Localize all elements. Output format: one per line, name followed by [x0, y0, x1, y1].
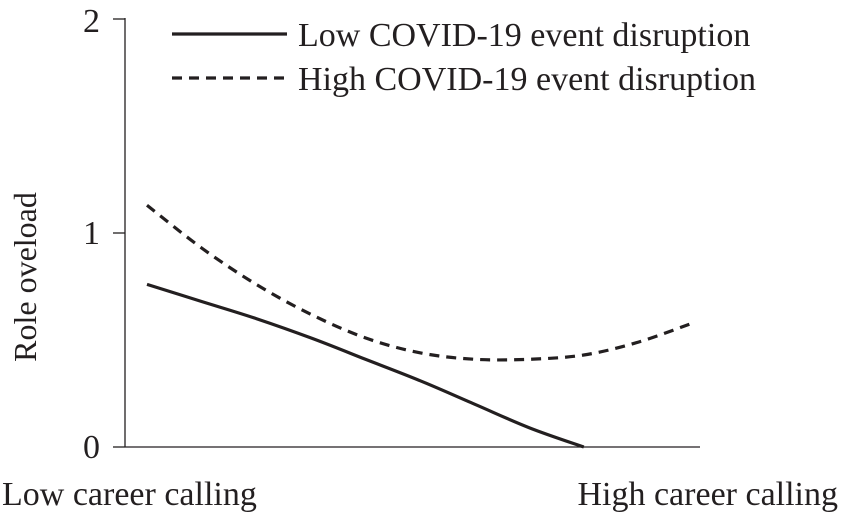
y-tick-label-1: 1: [83, 215, 100, 252]
series-line-high-disruption: [146, 203, 694, 362]
axes: 0 1 2 Role oveload Low career calling Hi…: [2, 3, 838, 513]
legend: Low COVID-19 event disruption High COVID…: [172, 17, 756, 98]
x-category-label-high: High career calling: [577, 476, 838, 513]
y-axis-label: Role oveload: [7, 192, 43, 362]
y-tick-label-0: 0: [83, 429, 100, 466]
y-tick-label-2: 2: [83, 3, 100, 40]
legend-label-high-disruption: High COVID-19 event disruption: [298, 61, 756, 98]
series-layer: [146, 203, 694, 449]
legend-label-low-disruption: Low COVID-19 event disruption: [298, 17, 750, 54]
series-line-low-disruption: [146, 282, 585, 449]
x-category-label-low: Low career calling: [2, 476, 257, 513]
